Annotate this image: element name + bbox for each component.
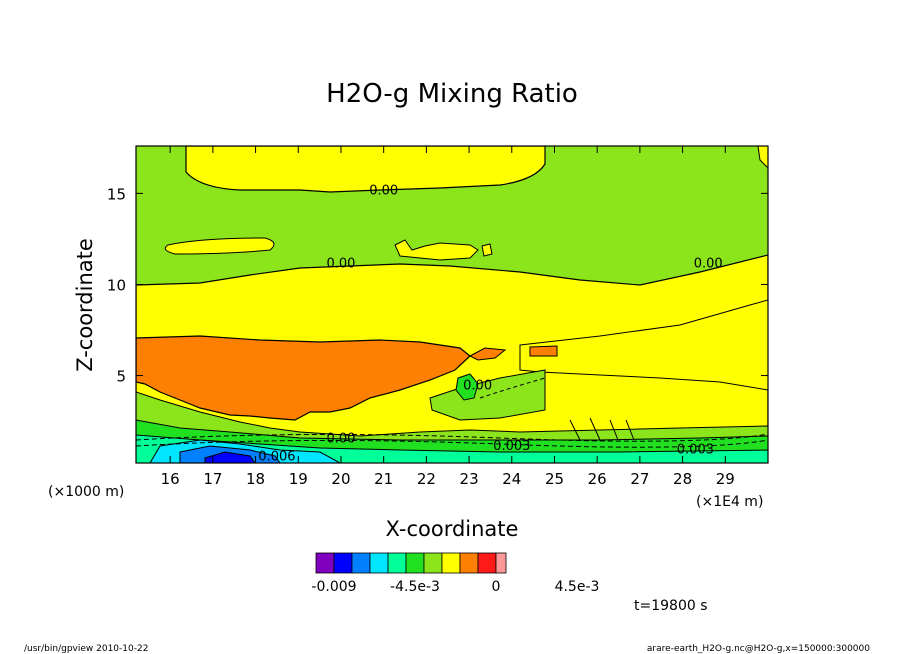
colorbar-tick-label: -0.009 [311, 579, 356, 595]
region-orange-plume [136, 335, 471, 421]
colorbar-tick-label: -4.5e-3 [390, 579, 440, 595]
region-cloud-yellow-mid [394, 239, 479, 261]
y-tick-label: 10 [107, 276, 126, 294]
contour-dashed-2 [136, 439, 768, 448]
y-tick-label: 15 [107, 185, 126, 203]
y-tick-label: 5 [116, 368, 126, 386]
y-axis-label: Z-coordinate [73, 238, 97, 372]
contour-label: 0.00 [326, 431, 355, 446]
x-tick-label: 27 [630, 470, 649, 488]
x-tick-label: 23 [460, 470, 479, 488]
colorbar-swatch [459, 552, 479, 574]
footer-right: arare-earth_H2O-g.nc@H2O-g,x=150000:3000… [647, 644, 870, 654]
chart-title: H2O-g Mixing Ratio [326, 79, 578, 109]
contour-plot-area: 0.00 0.00 0.00 0.00 0.00 0.003 0.003 0.006 [136, 146, 768, 465]
region-cloud-yellow-left [164, 237, 275, 255]
region-green-patch [455, 373, 479, 401]
x-tick-label: 18 [246, 470, 265, 488]
x-axis: 16 17 18 19 20 21 22 23 24 25 26 27 28 29 [161, 146, 735, 488]
x-tick-label: 16 [161, 470, 180, 488]
contour-label: 0.00 [694, 257, 723, 272]
x-tick-label: 25 [545, 470, 564, 488]
x-tick-label: 24 [502, 470, 521, 488]
contour-label: 0.00 [369, 184, 398, 199]
region-upper-yellow [185, 146, 546, 193]
x-tick-label: 17 [203, 470, 222, 488]
y-axis: 5 10 15 [107, 185, 768, 386]
colorbar-swatch [405, 552, 425, 574]
colorbar-swatch [351, 552, 371, 574]
region-orange-small-2 [529, 345, 558, 357]
x-tick-label: 21 [374, 470, 393, 488]
footer-left: /usr/bin/gpview 2010-10-22 [24, 644, 148, 654]
x-units-label: (×1E4 m) [696, 494, 763, 510]
y-units-label: (×1000 m) [48, 484, 124, 500]
x-tick-label: 19 [289, 470, 308, 488]
colorbar-swatch [369, 552, 389, 574]
x-tick-label: 26 [588, 470, 607, 488]
x-axis-label: X-coordinate [386, 517, 519, 541]
contour-label: 0.003 [493, 439, 530, 454]
contour-label-group: 0.00 0.00 0.00 0.00 0.00 0.003 0.003 0.006 [258, 184, 723, 465]
contour-label: 0.00 [463, 379, 492, 394]
x-tick-label: 20 [331, 470, 350, 488]
plot-frame [135, 145, 769, 464]
colorbar-swatch [333, 552, 353, 574]
colorbar-swatch [441, 552, 461, 574]
contour-dashed-1 [136, 433, 768, 442]
region-orange-small-1 [468, 347, 507, 361]
colorbar [315, 552, 507, 574]
colorbar-swatch [315, 552, 335, 574]
colorbar-swatch [477, 552, 497, 574]
contour-spikes [569, 417, 635, 441]
contour-label: 0.003 [677, 442, 714, 457]
region-lower-deep-blue [204, 451, 256, 463]
time-label: t=19800 s [634, 598, 708, 614]
colorbar-tick-labels: -0.009 -4.5e-3 0 4.5e-3 [311, 579, 599, 595]
region-cloud-yellow-small [481, 243, 493, 257]
colorbar-tick-label: 4.5e-3 [555, 579, 600, 595]
colorbar-tick-label: 0 [492, 579, 501, 595]
colorbar-swatch [387, 552, 407, 574]
contour-label: 0.00 [326, 257, 355, 272]
x-tick-label: 28 [673, 470, 692, 488]
region-upper-right-yellow [757, 146, 768, 169]
colorbar-swatch [495, 552, 507, 574]
x-tick-label: 22 [417, 470, 436, 488]
x-tick-label: 29 [716, 470, 735, 488]
contour-label: 0.006 [258, 450, 295, 465]
colorbar-swatch [423, 552, 443, 574]
